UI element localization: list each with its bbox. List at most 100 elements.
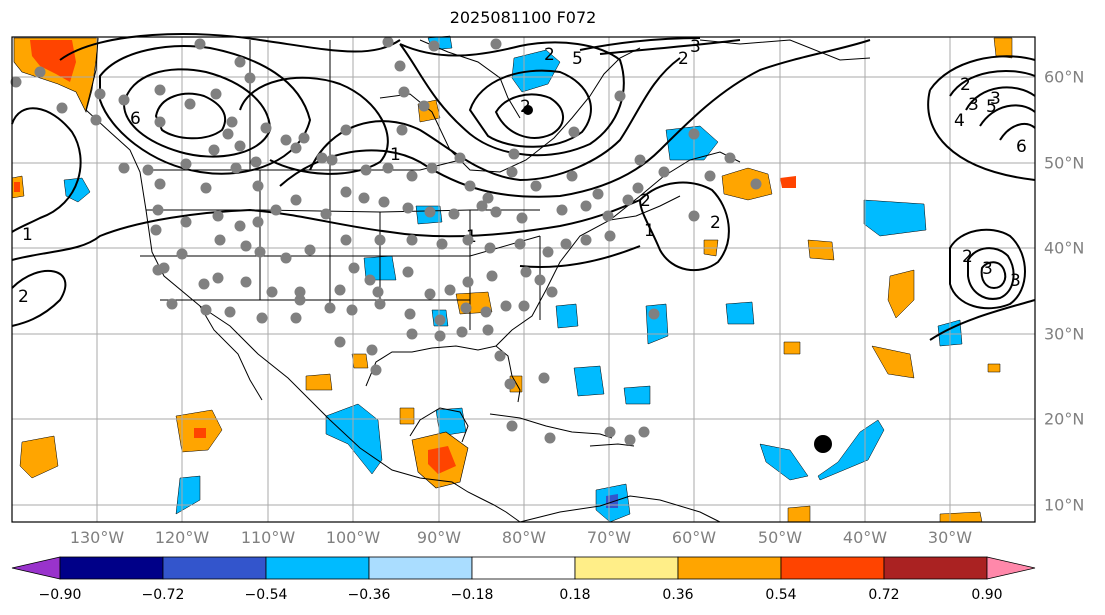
station-marker (90, 114, 102, 126)
station-marker (448, 208, 460, 220)
colorbar-tick-label: 0.72 (868, 587, 900, 603)
station-markers (10, 36, 762, 446)
station-marker (210, 88, 222, 100)
contour-label: 2 (710, 213, 721, 233)
station-marker (154, 84, 166, 96)
contour-label: 3 (982, 259, 993, 279)
contour-label: 2 (640, 191, 651, 211)
station-marker (402, 266, 414, 278)
station-marker (118, 162, 130, 174)
station-marker (34, 66, 46, 78)
colorbar-swatch (883, 556, 988, 580)
station-marker (544, 432, 556, 444)
storm-marker (814, 435, 832, 453)
latitude-label: 60°N (1044, 67, 1085, 87)
colorbar-swatch (265, 556, 370, 580)
station-marker (418, 100, 430, 112)
colorbar-swatch (574, 556, 679, 580)
contour-label: 3 (1010, 271, 1021, 291)
latitude-label: 50°N (1044, 153, 1085, 173)
longitude-label: 120°W (154, 528, 210, 547)
station-marker (424, 288, 436, 300)
station-marker (604, 230, 616, 242)
station-marker (94, 88, 106, 100)
station-marker (374, 298, 386, 310)
station-marker (176, 248, 188, 260)
contour-label: 5 (986, 97, 997, 117)
longitude-label: 70°W (586, 528, 632, 547)
station-marker (560, 238, 572, 250)
station-marker (648, 308, 660, 320)
colorbar-tick-label: 0.54 (765, 587, 797, 603)
station-marker (428, 40, 440, 52)
station-marker (370, 364, 382, 376)
station-marker (234, 56, 246, 68)
station-marker (294, 286, 306, 298)
station-marker (658, 166, 670, 178)
station-marker (316, 152, 328, 164)
station-marker (346, 304, 358, 316)
longitude-label: 100°W (325, 528, 381, 547)
station-marker (454, 152, 466, 164)
station-marker (688, 128, 700, 140)
station-marker (200, 182, 212, 194)
station-marker (340, 234, 352, 246)
longitude-label: 130°W (69, 528, 125, 547)
station-marker (462, 234, 474, 246)
contour-label: 2 (962, 247, 973, 267)
station-marker (10, 76, 22, 88)
station-marker (538, 372, 550, 384)
contour-label: 6 (1016, 137, 1027, 157)
latitude-label: 30°N (1044, 324, 1085, 344)
station-marker (614, 90, 626, 102)
station-marker (226, 116, 238, 128)
station-marker (166, 298, 178, 310)
contour-label: 5 (572, 49, 583, 69)
station-marker (460, 302, 472, 314)
station-marker (208, 144, 220, 156)
longitude-label: 40°W (842, 528, 888, 547)
colorbar-swatch (368, 556, 473, 580)
station-marker (382, 36, 394, 48)
colorbar-tick-label: −0.54 (244, 587, 288, 603)
contour-label: 2 (18, 287, 29, 307)
station-marker (634, 154, 646, 166)
station-marker (518, 300, 530, 312)
station-marker (334, 284, 346, 296)
station-marker (638, 426, 650, 438)
colorbar-tick-label: −0.72 (141, 587, 185, 603)
station-marker (624, 434, 636, 446)
station-marker (424, 206, 436, 218)
station-marker (348, 262, 360, 274)
station-marker (580, 200, 592, 212)
station-marker (212, 272, 224, 284)
station-marker (508, 148, 520, 160)
anomaly-fills (11, 35, 1013, 523)
station-marker (244, 72, 256, 84)
station-marker (334, 336, 346, 348)
station-marker (480, 306, 492, 318)
colorbar-swatch (780, 556, 885, 580)
station-marker (280, 252, 292, 264)
contour-label: 2 (678, 49, 689, 69)
station-marker (152, 204, 164, 216)
colorbar-tick-label: 0.90 (971, 587, 1003, 603)
station-marker (298, 132, 310, 144)
map-frame (11, 36, 1036, 523)
station-marker (396, 124, 408, 136)
station-marker (632, 182, 644, 194)
station-marker (198, 278, 210, 290)
station-marker (212, 210, 224, 222)
station-marker (358, 192, 370, 204)
station-marker (434, 330, 446, 342)
station-marker (280, 134, 292, 146)
station-marker (406, 170, 418, 182)
station-marker (504, 378, 516, 390)
station-marker (462, 276, 474, 288)
contour-label: 1 (390, 145, 401, 165)
station-marker (426, 162, 438, 174)
colorbar (11, 556, 1036, 580)
colorbar-tick-label: −0.36 (347, 587, 391, 603)
station-marker (154, 178, 166, 190)
colorbar-extend-max (986, 556, 1036, 580)
